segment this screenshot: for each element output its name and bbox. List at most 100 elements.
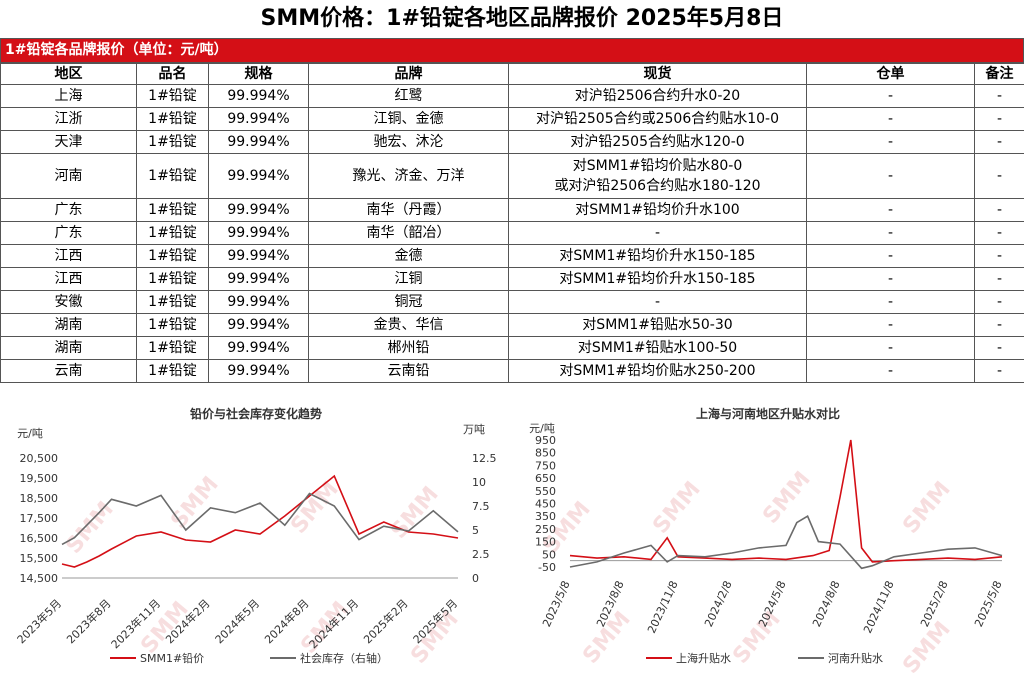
table-cell: 1#铅锭: [137, 108, 209, 131]
table-cell: -: [975, 314, 1024, 337]
table-cell: -: [807, 199, 975, 222]
column-header: 品牌: [309, 64, 509, 85]
table-cell: 1#铅锭: [137, 245, 209, 268]
table-cell: 对SMM1#铅贴水50-30: [509, 314, 807, 337]
table-cell: 江浙: [1, 108, 137, 131]
table-cell: -: [807, 291, 975, 314]
legend-label: 河南升贴水: [828, 651, 883, 665]
y2-tick-label: 7.5: [472, 500, 490, 513]
y-tick-label: 850: [535, 447, 556, 460]
x-tick-label: 2025年2月: [360, 596, 410, 646]
watermark-text: SMM: [758, 467, 815, 529]
table-cell: 对SMM1#铅均价贴水250-200: [509, 360, 807, 383]
left-axis-unit: 元/吨: [17, 427, 43, 440]
table-cell: -: [975, 245, 1024, 268]
y2-tick-label: 12.5: [472, 452, 497, 465]
table-cell: -: [975, 337, 1024, 360]
x-tick-label: 2024/11/8: [861, 579, 897, 636]
table-cell: 河南: [1, 154, 137, 199]
x-tick-label: 2024年5月: [212, 596, 262, 646]
table-cell: -: [975, 108, 1024, 131]
table-cell: 99.994%: [209, 268, 309, 291]
table-cell: 对SMM1#铅均价升水150-185: [509, 268, 807, 291]
column-header: 品名: [137, 64, 209, 85]
y-tick-label: 18,500: [20, 492, 59, 505]
table-cell: -: [975, 199, 1024, 222]
y-tick-label: 20,500: [20, 452, 59, 465]
table-cell: 南华（丹霞）: [309, 199, 509, 222]
table-cell: 豫光、济金、万洋: [309, 154, 509, 199]
y2-tick-label: 10: [472, 476, 486, 489]
x-tick-label: 2023年5月: [14, 596, 64, 646]
table-cell: 99.994%: [209, 222, 309, 245]
table-cell: 江西: [1, 245, 137, 268]
table-cell: -: [509, 291, 807, 314]
y-tick-label: -50: [538, 561, 556, 574]
table-cell: 99.994%: [209, 314, 309, 337]
column-header: 地区: [1, 64, 137, 85]
table-cell: 南华（韶冶）: [309, 222, 509, 245]
column-header: 现货: [509, 64, 807, 85]
table-cell: 对SMM1#铅贴水100-50: [509, 337, 807, 360]
table-cell: 对SMM1#铅均价升水150-185: [509, 245, 807, 268]
x-tick-label: 2023/11/8: [645, 579, 681, 636]
table-cell: 99.994%: [209, 360, 309, 383]
table-cell: 99.994%: [209, 85, 309, 108]
right-axis-unit: 万吨: [463, 423, 485, 436]
table-cell: 99.994%: [209, 337, 309, 360]
table-cell: -: [975, 360, 1024, 383]
table-cell: -: [807, 245, 975, 268]
table-cell: 郴州铅: [309, 337, 509, 360]
table-cell: 对沪铅2506合约升水0-20: [509, 85, 807, 108]
y-tick-label: 250: [535, 523, 556, 536]
page-title: SMM价格：1#铅锭各地区品牌报价 2025年5月8日: [0, 0, 1024, 38]
x-tick-label: 2025/5/8: [972, 579, 1005, 629]
table-cell: -: [807, 360, 975, 383]
table-cell: 1#铅锭: [137, 222, 209, 245]
table-cell: 对沪铅2505合约贴水120-0: [509, 131, 807, 154]
y-tick-label: 750: [535, 459, 556, 472]
y2-tick-label: 5: [472, 524, 479, 537]
table-cell: 上海: [1, 85, 137, 108]
table-cell: 99.994%: [209, 199, 309, 222]
y-tick-label: 50: [542, 548, 556, 561]
watermark-text: SMM: [648, 477, 705, 539]
y-tick-label: 450: [535, 498, 556, 511]
table-cell: 驰宏、沐沦: [309, 131, 509, 154]
legend-label: 上海升贴水: [676, 651, 731, 665]
chart-title: 上海与河南地区升贴水对比: [696, 406, 840, 421]
y2-tick-label: 2.5: [472, 548, 490, 561]
table-cell: -: [807, 268, 975, 291]
x-tick-label: 2024/2/8: [702, 579, 735, 629]
y-tick-label: 15,500: [20, 552, 59, 565]
table-header-row: 地区品名规格品牌现货仓单备注: [1, 64, 1024, 85]
table-cell: -: [807, 314, 975, 337]
legend-label: SMM1#铅价: [140, 651, 204, 665]
table-cell: 天津: [1, 131, 137, 154]
column-header: 仓单: [807, 64, 975, 85]
table-cell: 湖南: [1, 337, 137, 360]
table-cell: 江铜、金德: [309, 108, 509, 131]
chart-title: 铅价与社会库存变化趋势: [189, 406, 322, 421]
table-cell: -: [807, 154, 975, 199]
table-cell: 1#铅锭: [137, 199, 209, 222]
y-tick-label: 150: [535, 536, 556, 549]
table-cell: 对沪铅2505合约或2506合约贴水10-0: [509, 108, 807, 131]
table-cell: -: [975, 85, 1024, 108]
table-cell: -: [807, 222, 975, 245]
table-cell: 1#铅锭: [137, 268, 209, 291]
table-cell: 99.994%: [209, 245, 309, 268]
table-cell: 江铜: [309, 268, 509, 291]
table-cell: 广东: [1, 199, 137, 222]
y-tick-label: 550: [535, 485, 556, 498]
y-tick-label: 950: [535, 434, 556, 447]
table-cell: 湖南: [1, 314, 137, 337]
